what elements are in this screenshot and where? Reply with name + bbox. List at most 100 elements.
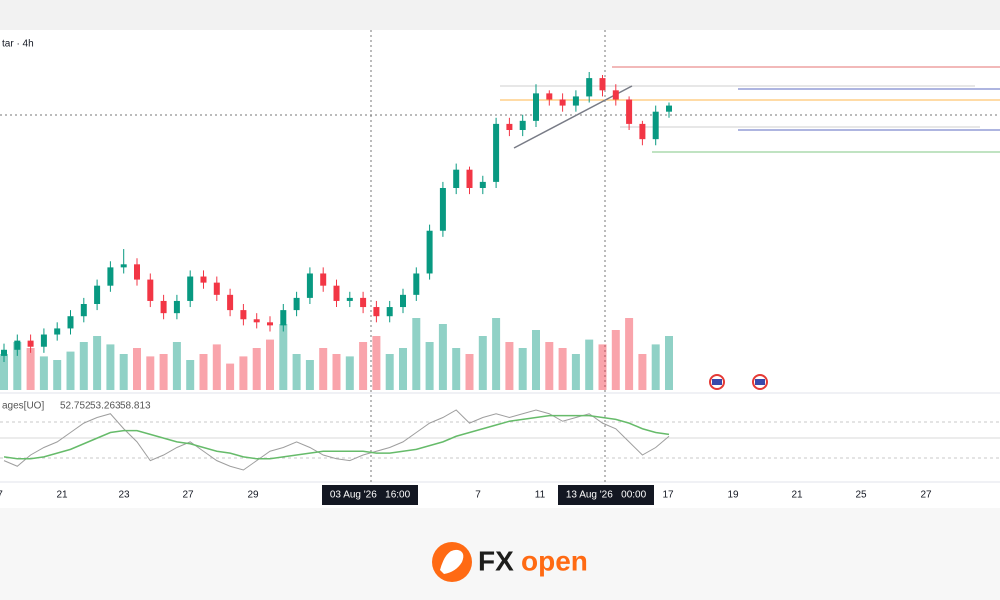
candle-body [213,282,220,295]
candle-body [386,307,393,317]
candle-body [293,297,300,311]
candle-body [333,285,340,301]
x-tick-label: 17 [662,490,674,501]
candle-body [253,319,260,323]
logo: FX open [432,542,588,582]
volume-bar [172,342,181,390]
volume-bar [438,324,447,390]
candle-body [107,267,114,286]
volume-bar [266,339,274,390]
x-tick-label: 7 [475,490,481,501]
trend-line [513,85,633,149]
volume-bar [571,354,580,390]
volume-bar [332,354,341,390]
x-tick-label: 27 [182,490,194,501]
volume-bar [412,318,421,390]
logo-text: open [521,545,588,576]
chart-area [0,30,1000,508]
candle-body [173,300,180,314]
volume-bar [279,324,288,390]
volume-bar [106,344,115,390]
candle-body [453,169,460,188]
candle-body [479,181,486,188]
volume-bar [133,348,141,390]
candle-body [439,188,446,231]
candle-body [346,297,353,301]
crosshair-label: 03 Aug '26 16:00 [322,485,418,505]
volume-bar [239,356,248,390]
x-tick-label: 23 [118,490,130,501]
volume-bar [159,354,168,390]
volume-bar [585,339,594,390]
candle-body [267,322,273,326]
candle-body [280,310,287,326]
volume-bar [372,336,381,390]
indicator-name: ages[UO] [2,401,44,412]
candle-body [666,105,672,112]
candle-body [426,230,433,274]
candle-body [40,334,47,347]
candle-body [240,310,247,320]
volume-bar [665,336,673,390]
indicator-value: 53.263 [90,401,121,412]
volume-bar [558,348,567,390]
volume-bar [611,330,620,390]
top-bar [0,0,1000,30]
candle-body [599,78,606,91]
candle-body [506,123,513,130]
candle-body [519,120,526,130]
volume-bar [425,342,434,390]
candle-body [80,304,87,317]
volume-bar [39,356,48,390]
candle-body [200,276,207,283]
footer [0,508,1000,600]
volume-bar [305,360,314,390]
x-tick-label: 11 [535,490,546,501]
event-flag [709,374,725,390]
volume-bar [651,344,660,390]
volume-bar [598,344,607,390]
volume-bar [385,354,394,390]
volume-bar [199,354,208,390]
candle-body [400,294,406,308]
candle-body [639,123,646,140]
candle-body [360,297,367,308]
volume-bar [292,354,301,390]
volume-bar [226,363,235,390]
volume-bar [399,348,407,390]
candle-body [27,340,34,347]
candle-body [466,169,473,188]
indicator-line [3,414,670,460]
volume-bar [452,348,461,390]
candle-body [586,78,593,97]
candle-body [134,264,140,280]
x-tick-label: 21 [791,490,803,501]
volume-bar [505,342,514,390]
volume-bar [319,348,328,390]
candle-body [147,279,154,301]
candle-body [559,99,566,106]
indicator-line [3,409,670,471]
volume-bar [66,351,75,390]
crosshair-text: 13 Aug '26 00:00 [566,490,647,501]
volume-bar [532,330,540,390]
x-tick-label: 7 [0,490,3,501]
volume-bar [186,360,195,390]
candle-body [413,273,420,295]
candle-body [626,99,633,124]
volume-bar [465,354,474,390]
x-tick-label: 29 [247,490,259,501]
volume-bar [93,336,102,390]
crosshair-label: 13 Aug '26 00:00 [558,485,654,505]
volume-bar [212,344,221,390]
event-flag [752,374,768,390]
candle-body [493,123,500,182]
candle-body [94,285,101,304]
candle-body [14,340,21,350]
candle-body [546,93,553,100]
x-tick-label: 27 [920,490,932,501]
volume-bar [478,336,487,390]
volume-bar [492,318,501,390]
